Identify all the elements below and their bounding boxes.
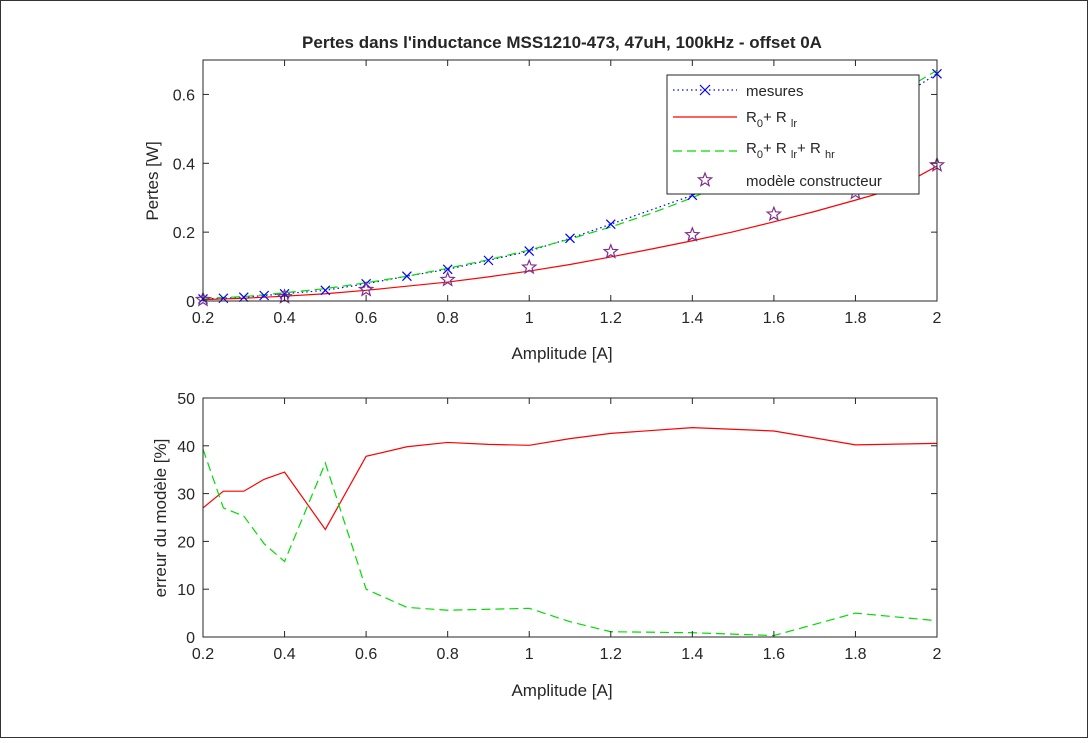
legend-marker-x bbox=[699, 84, 711, 96]
y-tick-label: 40 bbox=[177, 439, 195, 456]
x-tick-label: 1.6 bbox=[763, 310, 785, 327]
x-tick-label: 0.2 bbox=[192, 646, 214, 663]
legend: mesures R0+ R lr R0+ R lr+ R hr modèle c… bbox=[666, 74, 920, 195]
x-tick-label: 1.2 bbox=[600, 310, 622, 327]
bottom-x-axis-label: Amplitude [A] bbox=[511, 681, 612, 700]
top-y-axis-label: Pertes [W] bbox=[143, 141, 162, 220]
data-point-x-marker bbox=[483, 255, 494, 266]
top-x-axis-label: Amplitude [A] bbox=[511, 344, 612, 363]
x-tick-label: 1.8 bbox=[844, 310, 866, 327]
data-point-x-marker bbox=[320, 285, 331, 296]
top-chart-title: Pertes dans l'inductance MSS1210-473, 47… bbox=[302, 33, 822, 52]
data-point-star-marker bbox=[520, 258, 538, 275]
data-point-star-marker bbox=[194, 290, 212, 307]
data-point-x-marker bbox=[401, 271, 412, 282]
y-tick-label: 0.2 bbox=[173, 225, 195, 242]
bottom-y-axis-label: erreur du modèle [%] bbox=[151, 439, 170, 598]
data-point-star-marker bbox=[357, 280, 375, 297]
legend-entry-r0-rlr-rhr: R0+ R lr+ R hr bbox=[673, 140, 835, 161]
x-tick-label: 0.4 bbox=[273, 310, 295, 327]
legend-label-modele-constructeur: modèle constructeur bbox=[746, 173, 882, 190]
y-tick-label: 0 bbox=[186, 294, 195, 311]
data-point-x-marker bbox=[238, 292, 249, 303]
data-point-x-marker bbox=[524, 246, 535, 257]
x-tick-label: 0.6 bbox=[355, 310, 377, 327]
series-line-1 bbox=[203, 165, 937, 301]
data-point-x-marker bbox=[259, 290, 270, 301]
data-point-x-marker bbox=[442, 264, 453, 275]
x-tick-label: 0.2 bbox=[192, 310, 214, 327]
x-tick-label: 1.4 bbox=[681, 646, 703, 663]
y-tick-label: 0 bbox=[186, 630, 195, 647]
y-tick-label: 10 bbox=[177, 582, 195, 599]
x-tick-label: 0.8 bbox=[437, 646, 459, 663]
y-tick-label: 30 bbox=[177, 487, 195, 504]
data-point-x-marker bbox=[279, 288, 290, 299]
legend-label-mesures: mesures bbox=[746, 83, 804, 100]
legend-label-r0-rlr: R0+ R lr bbox=[746, 109, 797, 130]
y-tick-label: 20 bbox=[177, 534, 195, 551]
x-tick-label: 0.6 bbox=[355, 646, 377, 663]
axes-box bbox=[202, 59, 938, 302]
axes-box bbox=[202, 397, 938, 638]
legend-entry-modele-constructeur: modèle constructeur bbox=[696, 171, 882, 190]
x-tick-label: 1.8 bbox=[844, 646, 866, 663]
plot-background bbox=[203, 398, 937, 637]
legend-entry-mesures: mesures bbox=[673, 83, 804, 100]
x-tick-label: 1 bbox=[525, 646, 534, 663]
legend-entry-r0-rlr: R0+ R lr bbox=[673, 109, 797, 130]
x-tick-label: 0.8 bbox=[437, 310, 459, 327]
x-tick-label: 1.6 bbox=[763, 646, 785, 663]
data-point-x-marker bbox=[565, 233, 575, 244]
data-point-star-marker bbox=[765, 205, 783, 222]
legend-marker-star bbox=[696, 171, 714, 188]
data-point-star-marker bbox=[684, 226, 701, 242]
series-group bbox=[203, 427, 937, 637]
x-tick-label: 1 bbox=[525, 310, 534, 327]
x-tick-label: 2 bbox=[933, 646, 942, 663]
data-point-star-marker bbox=[439, 270, 456, 287]
x-tick-label: 2 bbox=[933, 310, 942, 327]
x-tick-label: 1.4 bbox=[681, 310, 703, 327]
y-tick-label: 50 bbox=[177, 391, 195, 408]
x-tick-label: 1.2 bbox=[600, 646, 622, 663]
y-tick-label: 0.4 bbox=[173, 156, 195, 173]
x-tick-label: 0.4 bbox=[273, 646, 295, 663]
y-tick-label: 0.6 bbox=[173, 87, 195, 104]
series-line-1 bbox=[203, 448, 937, 637]
data-point-x-marker bbox=[605, 219, 616, 230]
data-point-star-marker bbox=[602, 243, 620, 259]
legend-label-r0-rlr-rhr: R0+ R lr+ R hr bbox=[746, 140, 835, 161]
series-line-0 bbox=[203, 427, 937, 531]
